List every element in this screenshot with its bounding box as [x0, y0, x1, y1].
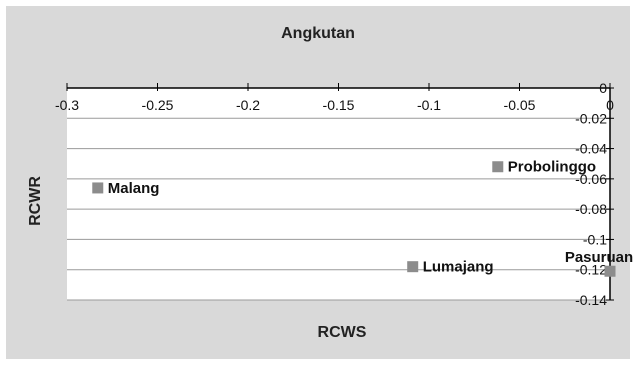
y-tick-label: -0.06 — [575, 171, 607, 187]
y-axis-title: RCWR — [27, 176, 44, 226]
x-tick-label: -0.2 — [236, 97, 260, 113]
gridlines — [67, 87, 610, 301]
point-label: Probolinggo — [508, 159, 596, 176]
data-points: Malang Probolinggo Lumajang Pasuruan — [92, 159, 633, 277]
axes — [66, 83, 614, 301]
y-tick-label: -0.04 — [575, 141, 607, 157]
y-tick-label: -0.14 — [575, 292, 607, 308]
y-tick-labels: 0 -0.02 -0.04 -0.06 -0.08 -0.1 -0.12 -0.14 — [575, 80, 607, 308]
x-tick-label: 0 — [606, 97, 614, 113]
x-tick-label: -0.3 — [55, 97, 79, 113]
x-tick-labels: -0.3 -0.25 -0.2 -0.15 -0.1 -0.05 0 — [55, 97, 614, 113]
y-tick-label: 0 — [599, 80, 607, 96]
data-point — [407, 261, 419, 273]
y-tick-label: -0.02 — [575, 110, 607, 126]
y-tick-label: -0.1 — [583, 231, 607, 247]
data-point — [492, 161, 504, 173]
chart-title: Angkutan — [281, 25, 355, 42]
x-tick-label: -0.1 — [417, 97, 441, 113]
x-tick-label: -0.15 — [323, 97, 355, 113]
data-point — [604, 265, 616, 277]
x-tick-label: -0.05 — [504, 97, 536, 113]
data-point — [92, 182, 104, 194]
point-label: Lumajang — [423, 259, 494, 276]
x-axis-title: RCWS — [318, 324, 367, 341]
y-tick-label: -0.08 — [575, 201, 607, 217]
x-tick-label: -0.25 — [142, 97, 174, 113]
y-tick-label: -0.12 — [575, 262, 607, 278]
point-label: Malang — [108, 180, 160, 197]
plot-area — [67, 88, 610, 300]
point-label: Pasuruan — [565, 249, 633, 266]
